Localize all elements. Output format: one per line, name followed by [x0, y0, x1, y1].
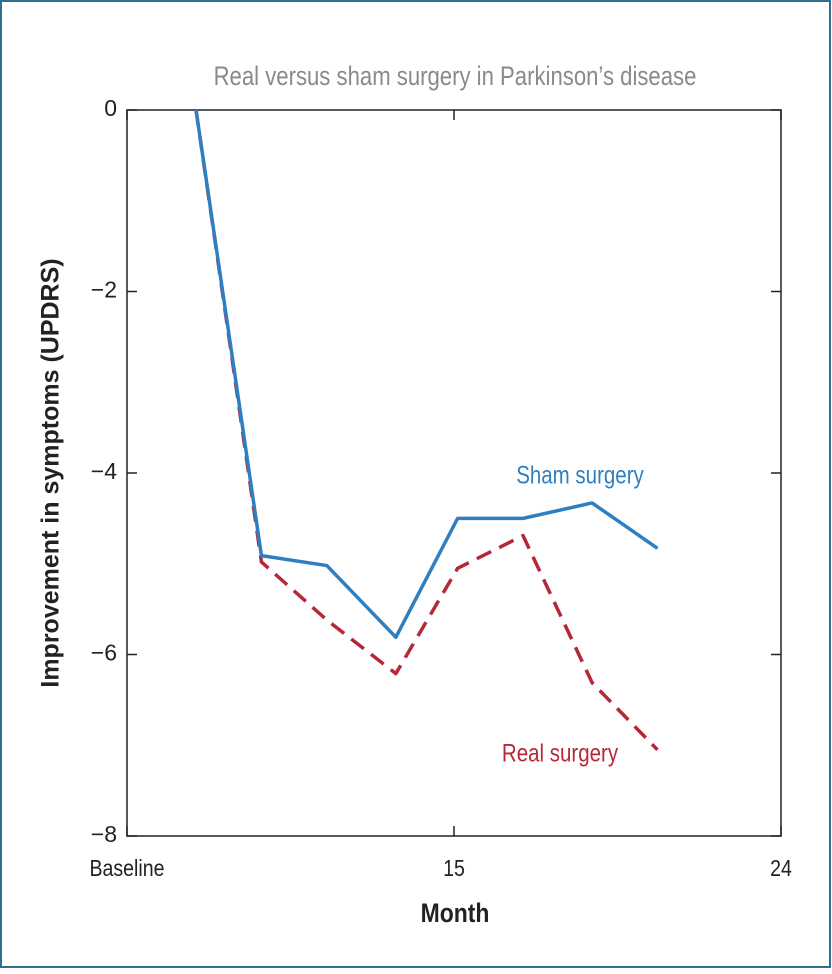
x-tick-label: Baseline	[90, 856, 165, 882]
y-tick-label: 0	[104, 95, 117, 121]
series-label: Sham surgery	[516, 461, 644, 489]
x-axis-label: Month	[421, 898, 490, 928]
chart-title: Real versus sham surgery in Parkinson’s …	[214, 62, 697, 92]
series-line	[194, 109, 659, 640]
y-axis-label: Improvement in symptoms (UPDRS)	[37, 258, 65, 687]
y-tick-label: −4	[91, 458, 117, 484]
y-tick-label: −2	[91, 277, 117, 303]
series-label: Real surgery	[502, 739, 619, 767]
x-tick-label: 15	[443, 856, 465, 882]
y-tick-label: −8	[91, 821, 117, 847]
x-tick-label: 24	[770, 856, 792, 882]
series-line	[194, 109, 659, 752]
y-tick-label: −6	[91, 640, 117, 666]
